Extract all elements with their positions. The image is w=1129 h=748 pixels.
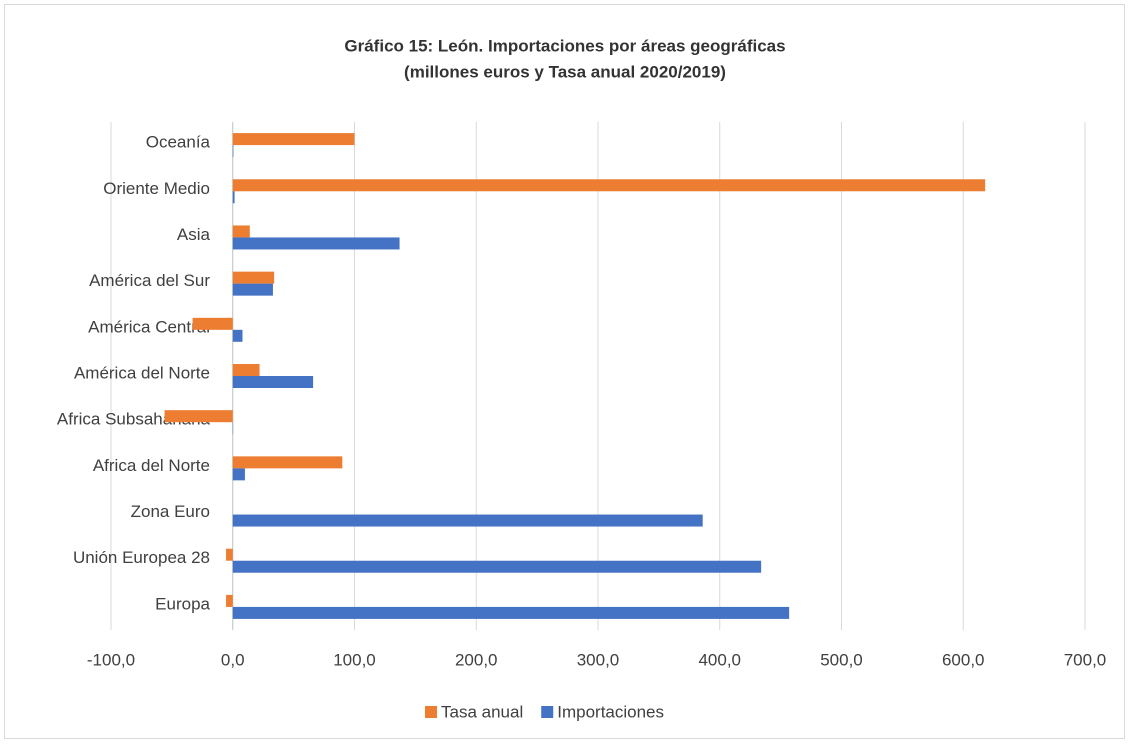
bar	[233, 330, 243, 342]
bar	[233, 561, 761, 573]
bar	[193, 318, 233, 330]
bar	[233, 284, 273, 296]
legend-label: Importaciones	[557, 702, 664, 721]
bar	[233, 376, 313, 388]
legend-swatch	[425, 706, 437, 718]
bar	[233, 468, 245, 480]
x-tick-label: 500,0	[820, 650, 863, 669]
y-tick-label: Unión Europea 28	[73, 548, 210, 567]
bar	[233, 237, 400, 249]
y-tick-label: Africa del Norte	[93, 456, 210, 475]
bar	[233, 191, 235, 203]
y-tick-label: Oceanía	[146, 133, 211, 152]
bar	[233, 607, 789, 619]
bar	[233, 179, 985, 191]
x-tick-label: 600,0	[942, 650, 985, 669]
chart-title: Gráfico 15: León. Importaciones por área…	[344, 36, 785, 55]
x-tick-label: 300,0	[577, 650, 620, 669]
x-tick-label: 200,0	[455, 650, 498, 669]
bar	[233, 133, 355, 145]
y-tick-label: Zona Euro	[131, 502, 210, 521]
bar	[233, 272, 274, 284]
y-tick-label: América del Norte	[74, 363, 210, 382]
x-tick-label: -100,0	[87, 650, 135, 669]
bar	[226, 595, 233, 607]
y-tick-label: Asia	[177, 225, 211, 244]
y-tick-label: América del Sur	[89, 271, 210, 290]
bar	[165, 410, 233, 422]
x-tick-label: 400,0	[698, 650, 741, 669]
y-tick-label: Oriente Medio	[103, 179, 210, 198]
y-tick-label: Europa	[155, 594, 210, 613]
bar	[233, 364, 260, 376]
bar	[233, 515, 703, 527]
x-tick-label: 100,0	[333, 650, 376, 669]
chart-subtitle: (millones euros y Tasa anual 2020/2019)	[404, 62, 726, 81]
legend-label: Tasa anual	[441, 702, 523, 721]
x-tick-label: 0,0	[221, 650, 245, 669]
y-tick-label: América Central	[88, 317, 210, 336]
legend-swatch	[541, 706, 553, 718]
bar	[226, 549, 233, 561]
x-tick-label: 700,0	[1064, 650, 1107, 669]
bar	[233, 225, 250, 237]
bar	[233, 145, 234, 157]
bar	[233, 456, 343, 468]
